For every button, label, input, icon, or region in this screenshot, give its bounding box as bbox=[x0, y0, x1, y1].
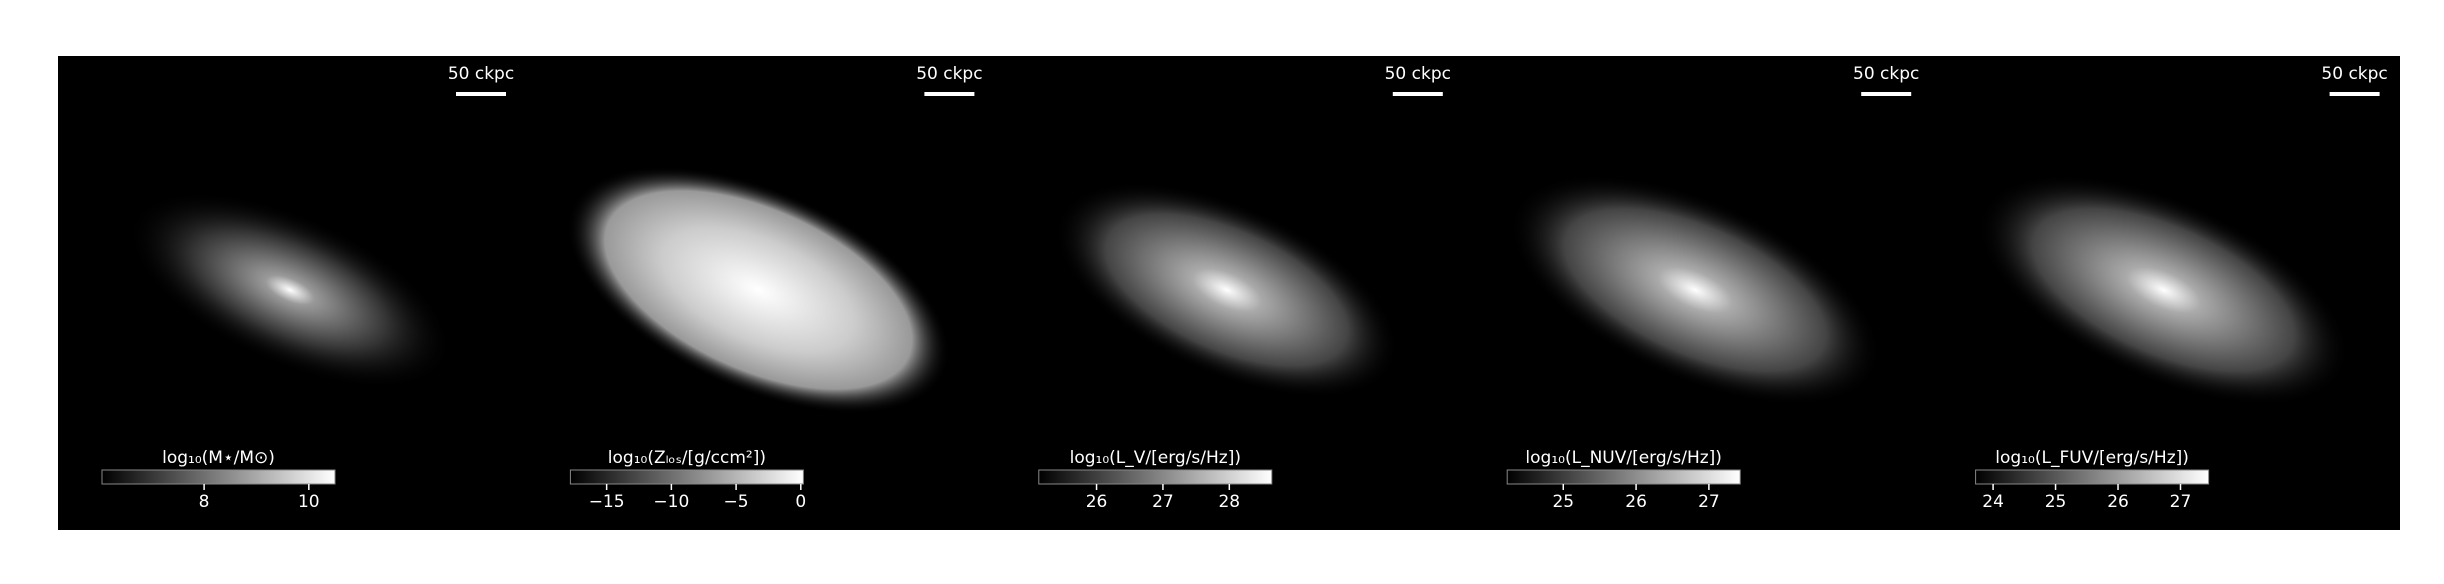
galaxy-image bbox=[1977, 174, 2350, 406]
colorbar-tick-label: −10 bbox=[653, 492, 689, 512]
colorbar-tick-label: 8 bbox=[199, 492, 210, 512]
galaxy-image bbox=[566, 166, 951, 414]
colorbar-tick-label: 10 bbox=[298, 492, 320, 512]
galaxy-image bbox=[127, 191, 453, 389]
colorbar-tick-label: −15 bbox=[589, 492, 625, 512]
scale-label: 50 ckpc bbox=[448, 64, 514, 84]
galaxy-image bbox=[1508, 174, 1882, 406]
colorbar-label: log₁₀(M⋆/M⊙) bbox=[162, 448, 275, 468]
scale-label: 50 ckpc bbox=[916, 64, 982, 84]
colorbar-label: log₁₀(L_FUV/[erg/s/Hz]) bbox=[1995, 448, 2189, 468]
colorbar-label: log₁₀(Zₗₒₛ/[g/ccm²]) bbox=[608, 448, 766, 468]
colorbar-tick-label: 27 bbox=[1152, 492, 1174, 512]
panel: 50 ckpc log₁₀(Zₗₒₛ/[g/ccm²]) −15 −10 −5 0 bbox=[566, 64, 983, 512]
colorbar bbox=[1975, 469, 2210, 485]
colorbar bbox=[101, 469, 336, 485]
colorbar-tick-label: 26 bbox=[1086, 492, 1108, 512]
colorbar-tick-label: 26 bbox=[2107, 492, 2129, 512]
colorbar bbox=[569, 469, 804, 485]
colorbar-tick-label: 26 bbox=[1625, 492, 1647, 512]
colorbar-tick-label: 27 bbox=[2170, 492, 2192, 512]
colorbar-tick-label: −5 bbox=[724, 492, 749, 512]
panel: 50 ckpc log₁₀(L_FUV/[erg/s/Hz]) 24 25 26 27 bbox=[1975, 64, 2388, 512]
scale-label: 50 ckpc bbox=[2321, 64, 2387, 84]
colorbar-tick-label: 0 bbox=[795, 492, 806, 512]
colorbar-label: log₁₀(L_NUV/[erg/s/Hz]) bbox=[1525, 448, 1722, 468]
scale-label: 50 ckpc bbox=[1385, 64, 1451, 84]
colorbar-label: log₁₀(L_V/[erg/s/Hz]) bbox=[1070, 448, 1241, 468]
scale-label: 50 ckpc bbox=[1853, 64, 1919, 84]
colorbar bbox=[1038, 469, 1273, 485]
panel: 50 ckpc log₁₀(L_NUV/[erg/s/Hz]) 25 26 27 bbox=[1506, 64, 1919, 512]
colorbar-tick-label: 27 bbox=[1698, 492, 1720, 512]
colorbar-tick-label: 24 bbox=[1982, 492, 2004, 512]
colorbar-tick-label: 25 bbox=[2045, 492, 2067, 512]
panel: 50 ckpc log₁₀(M⋆/M⊙) 8 10 bbox=[101, 64, 514, 512]
panel: 50 ckpc log₁₀(L_V/[erg/s/Hz]) 26 27 28 bbox=[1038, 64, 1451, 512]
colorbar bbox=[1506, 469, 1741, 485]
galaxy-image bbox=[1054, 181, 1400, 399]
colorbar-tick-label: 25 bbox=[1552, 492, 1574, 512]
colorbar-tick-label: 28 bbox=[1218, 492, 1240, 512]
